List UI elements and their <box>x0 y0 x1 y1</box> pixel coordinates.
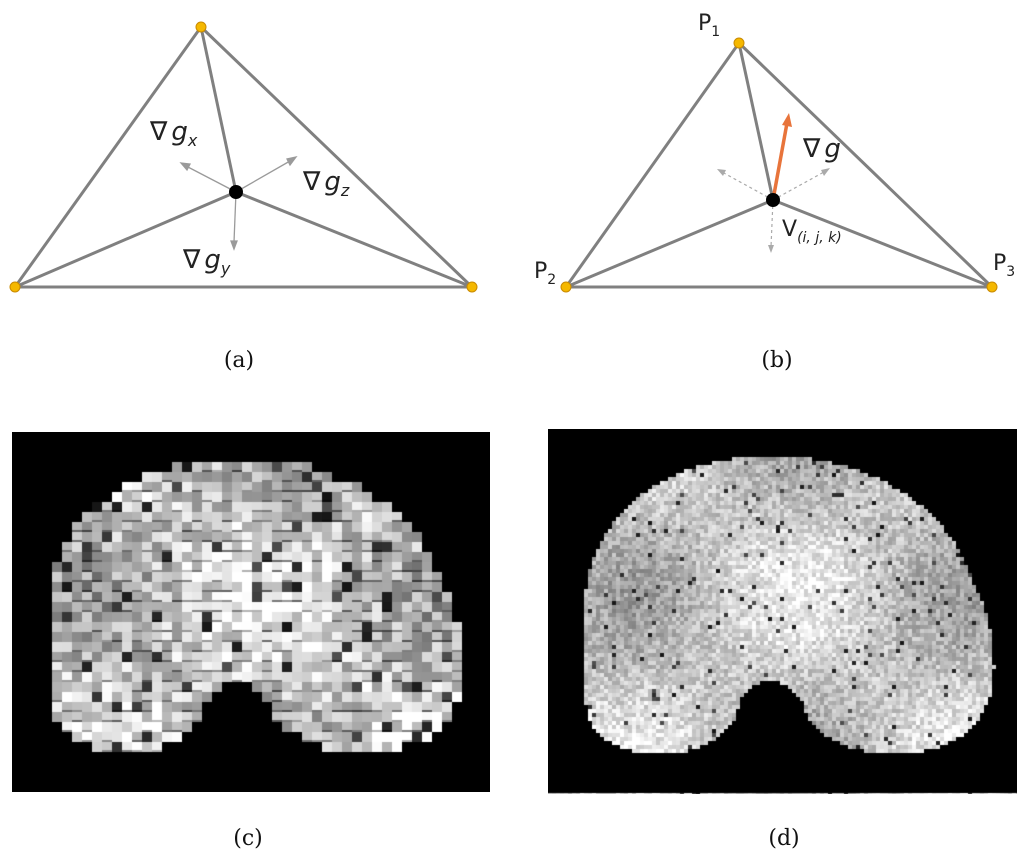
grad-x-label: ∇ gx <box>149 117 198 150</box>
voxel-image-c <box>12 432 490 792</box>
vertex-top-a <box>195 21 207 33</box>
triangle-edges-b <box>564 41 994 289</box>
center-point-b <box>766 193 780 207</box>
p2-label: P2 <box>534 259 556 288</box>
vertex-right-a <box>466 281 478 293</box>
smooth-render-d <box>548 429 1017 794</box>
caption-b: (b) <box>761 348 793 373</box>
vertex-p3 <box>986 281 998 293</box>
vertex-p1 <box>733 37 745 49</box>
center-point-a <box>229 185 243 199</box>
p1-label: P1 <box>698 11 720 40</box>
caption-c: (c) <box>233 826 263 851</box>
gradient-vector-b <box>771 122 789 201</box>
gradient-arrowhead-b <box>782 113 792 127</box>
vertex-p2 <box>560 281 572 293</box>
caption-d: (d) <box>768 826 800 851</box>
vertex-left-a <box>9 281 21 293</box>
smooth-image-d <box>548 429 1017 794</box>
grad-z-label: ∇ gz <box>302 167 350 200</box>
triangle-edges-a <box>13 25 474 289</box>
gradient-arrows-a <box>179 155 298 251</box>
diagram-b: P1 P2 P3 ∇ g V(i, j, k) <box>534 11 1015 293</box>
p3-label: P3 <box>993 251 1015 280</box>
grad-y-label: ∇ gy <box>182 245 231 278</box>
v-label: V(i, j, k) <box>782 217 842 246</box>
diagram-a: ∇ gx ∇ gz ∇ gy <box>9 21 478 293</box>
dashed-arrowheads-b <box>717 168 830 253</box>
dashed-arrows-b <box>721 171 825 248</box>
grad-label-b: ∇ g <box>802 134 841 164</box>
caption-a: (a) <box>223 348 255 373</box>
voxel-render-c <box>12 432 490 792</box>
